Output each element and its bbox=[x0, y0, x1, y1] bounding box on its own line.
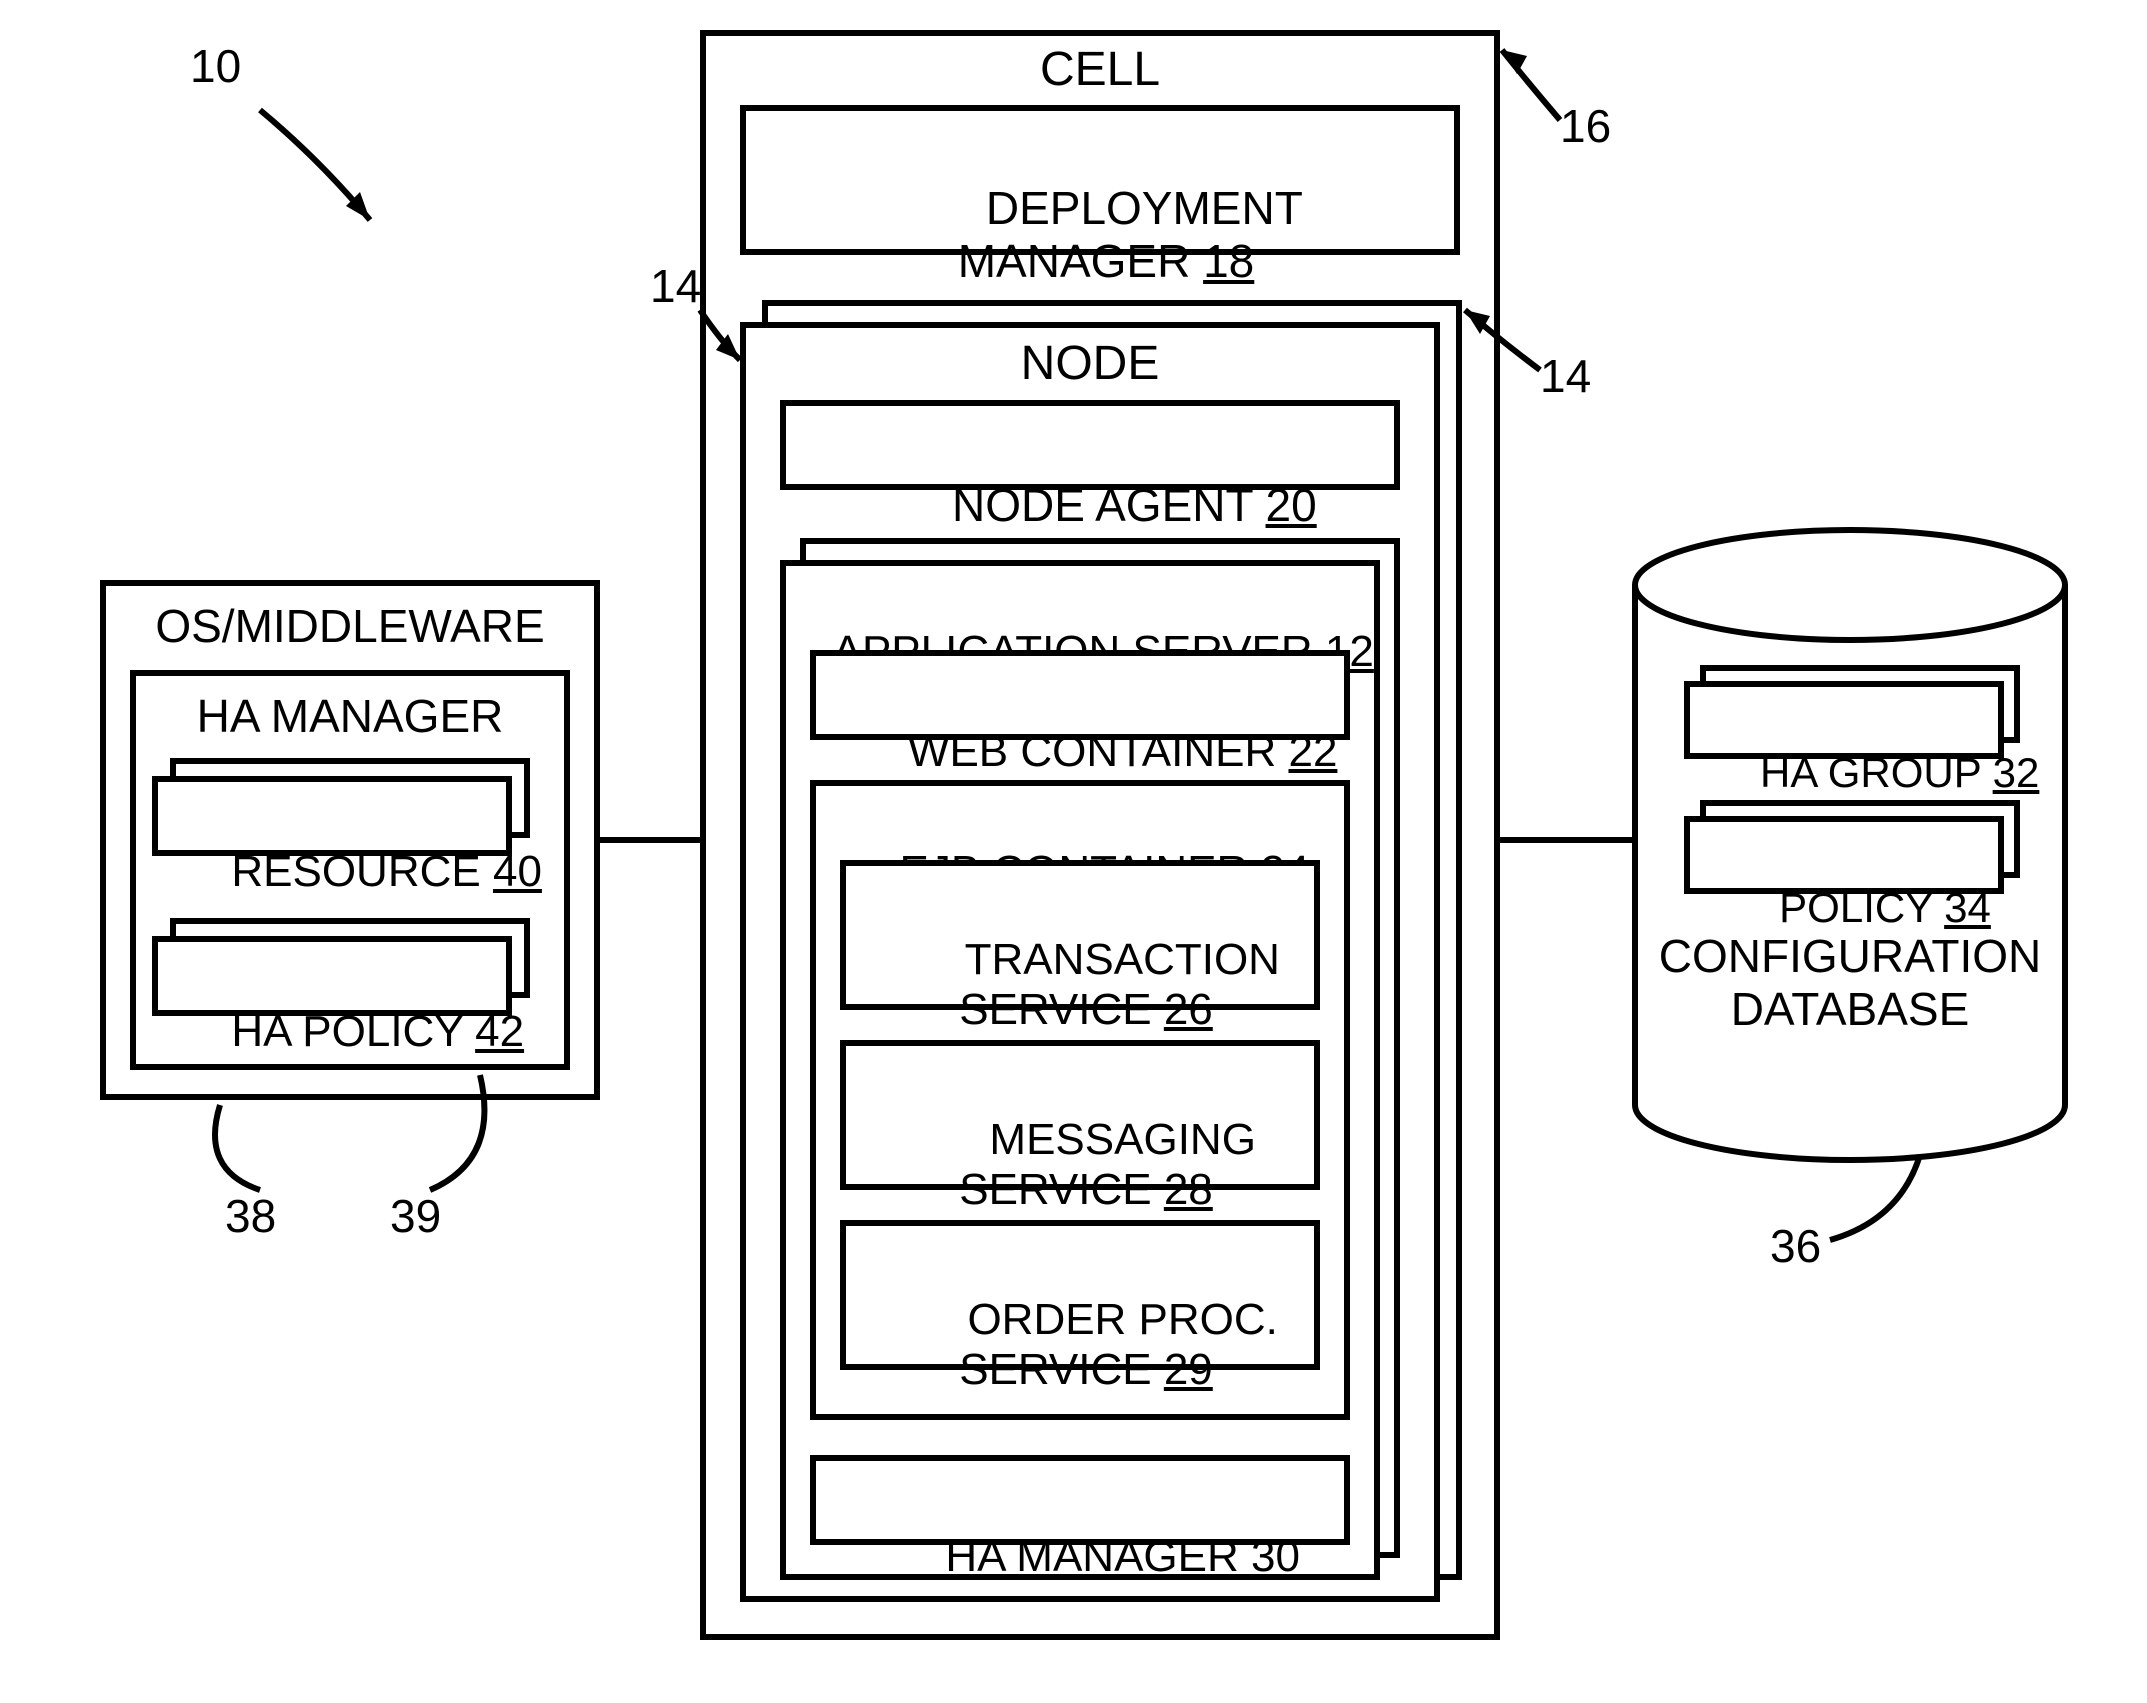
ha-manager-title: HA MANAGER bbox=[130, 690, 570, 743]
deployment-manager-box: DEPLOYMENT MANAGER 18 bbox=[740, 105, 1460, 255]
ha-group-box: HA GROUP 32 bbox=[1684, 681, 2004, 759]
policy-box: POLICY 34 bbox=[1684, 816, 2004, 894]
inner-ha-manager-box: HA MANAGER 30 bbox=[810, 1455, 1350, 1545]
resource-box: RESOURCE 40 bbox=[152, 776, 512, 856]
node-agent-box: NODE AGENT 20 bbox=[780, 400, 1400, 490]
ref-36: 36 bbox=[1770, 1220, 1821, 1273]
ha-policy-label: HA POLICY 42 bbox=[158, 956, 518, 1108]
order-service-box: ORDER PROC. SERVICE 29 bbox=[840, 1220, 1320, 1370]
web-container-box: WEB CONTAINER 22 bbox=[810, 650, 1350, 740]
ref-39: 39 bbox=[390, 1190, 441, 1243]
diagram-stage: 10 OS/MIDDLEWARE HA MANAGER RESOURCE 40 … bbox=[0, 0, 2147, 1703]
ref-16: 16 bbox=[1560, 100, 1611, 153]
ref-figure: 10 bbox=[190, 40, 241, 93]
ha-policy-box: HA POLICY 42 bbox=[152, 936, 512, 1016]
ref-38: 38 bbox=[225, 1190, 276, 1243]
transaction-service-box: TRANSACTION SERVICE 26 bbox=[840, 860, 1320, 1010]
ref-14-front: 14 bbox=[650, 260, 701, 313]
cell-title: CELL bbox=[700, 42, 1500, 97]
inner-ha-manager-label: HA MANAGER 30 bbox=[816, 1481, 1356, 1633]
node-title: NODE bbox=[740, 336, 1440, 391]
order-service-label: ORDER PROC. SERVICE 29 bbox=[846, 1244, 1326, 1446]
messaging-service-box: MESSAGING SERVICE 28 bbox=[840, 1040, 1320, 1190]
database-title: CONFIGURATION DATABASE bbox=[1635, 930, 2065, 1036]
os-middleware-title: OS/MIDDLEWARE bbox=[100, 600, 600, 653]
ref-14-back: 14 bbox=[1540, 350, 1591, 403]
